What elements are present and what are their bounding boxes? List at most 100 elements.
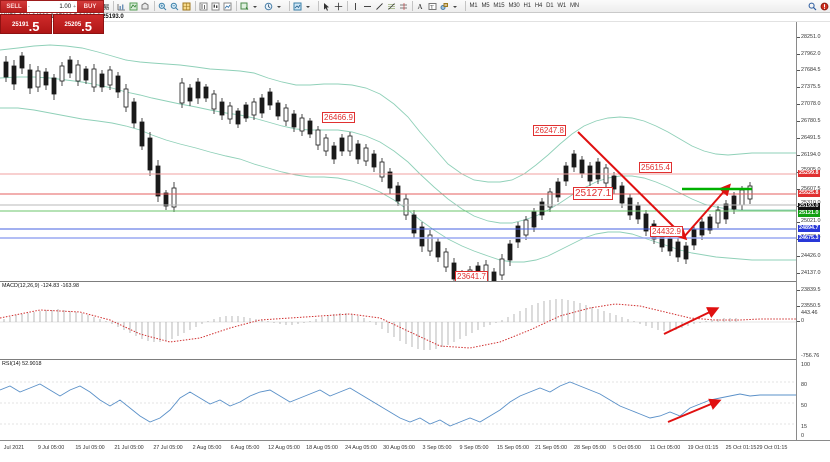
time-label-9: 24 Aug 05:00 (345, 445, 377, 451)
axis-tick-mark (797, 306, 800, 307)
shapes-dropdown-button[interactable] (451, 0, 463, 12)
clock-button[interactable] (263, 0, 275, 12)
chevron-down-icon (305, 2, 314, 11)
indicators-button[interactable] (116, 0, 128, 12)
macd-tick-neg756: -756.76 (801, 353, 820, 359)
axis-tick-mark (797, 222, 800, 223)
chevron-down-icon-1[interactable] (251, 0, 263, 12)
chart-mode-dropdown[interactable] (304, 0, 316, 12)
volume-increment-button[interactable]: + (73, 3, 76, 10)
axis-tick-mark (797, 121, 800, 122)
timeframe-m1[interactable]: M1 (469, 3, 478, 9)
trendline-tool-button[interactable] (374, 0, 386, 12)
axis-tick-mark (797, 321, 800, 322)
label-tool-button[interactable]: T (427, 0, 439, 12)
annotation-24432[interactable]: 24432.9 (650, 226, 683, 237)
time-label-12: 9 Sep 05:00 (459, 445, 489, 451)
line-chart-button[interactable] (222, 0, 234, 12)
price-pane[interactable]: 26466.9 23641.7 26247.8 25615.4 25127.1 … (0, 22, 796, 292)
annotation-26247[interactable]: 26247.8 (533, 125, 566, 136)
timeframe-d1[interactable]: D1 (546, 3, 554, 9)
grid-button[interactable] (181, 0, 193, 12)
bar-chart-button[interactable] (198, 0, 210, 12)
equidistant-tool-button[interactable] (398, 0, 410, 12)
time-label-5: 2 Aug 05:00 (192, 445, 222, 451)
time-label-0: Jul 2021 (3, 445, 25, 451)
toolbar-divider-3 (153, 1, 155, 11)
rsi-pane[interactable]: RSI(14) 52.9018 (0, 359, 796, 438)
timeframe-mn[interactable]: MN (569, 3, 579, 9)
shapes-tool-button[interactable] (439, 0, 451, 12)
timeframe-h1[interactable]: H1 (523, 3, 531, 9)
time-axis[interactable]: Jul 2021 9 Jul 05:00 15 Jul 05:00 21 Jul… (0, 440, 830, 462)
price-tick-27375: 27375.5 (801, 84, 821, 90)
drawn-trend-objects[interactable] (577, 131, 752, 241)
candle-chart-button[interactable] (210, 0, 222, 12)
vline-tool-button[interactable] (350, 0, 362, 12)
alert-button[interactable] (818, 0, 830, 12)
cursor-tool-button[interactable] (321, 0, 333, 12)
price-tick-27684: 27684.5 (801, 67, 821, 73)
timeframe-m15[interactable]: M15 (493, 3, 505, 9)
templates-icon (141, 1, 150, 11)
rsi-tick-80: 80 (801, 382, 807, 388)
timeframe-m30[interactable]: M30 (508, 3, 520, 9)
annotation-25127[interactable]: 25127.1 (573, 187, 614, 200)
price-tag-24894[interactable]: 24894.7 (798, 225, 820, 232)
price-tag-25525[interactable]: 25525.8 (798, 190, 820, 197)
search-button[interactable] (806, 0, 818, 12)
macd-up-arrow-group[interactable] (663, 307, 720, 335)
search-icon (808, 2, 817, 11)
one-click-trading-panel[interactable]: SELL - 1.00 + BUY 25191 .5 25205 .5 (0, 0, 104, 36)
volume-input[interactable]: 1.00 (59, 3, 72, 10)
annotation-26466[interactable]: 26466.9 (322, 112, 355, 123)
time-label-11: 3 Sep 05:00 (422, 445, 452, 451)
clock-icon (264, 2, 273, 11)
rsi-up-arrow-group[interactable] (667, 398, 722, 423)
templates-button[interactable] (140, 0, 152, 12)
hline-tool-button[interactable] (362, 0, 374, 12)
buy-button[interactable]: BUY (77, 1, 103, 12)
macd-tick-443: 443.46 (801, 310, 818, 316)
crosshair-icon (334, 2, 343, 11)
object-list-button[interactable] (128, 0, 140, 12)
properties-button[interactable] (239, 0, 251, 12)
timeframe-h4[interactable]: H4 (534, 3, 543, 9)
price-tag-25193-bid[interactable]: 25193.0 (798, 203, 820, 210)
macd-pane[interactable]: MACD(12,26,9) -124.83 -163.98 (0, 281, 796, 358)
time-label-19: 25 Oct 01:15 (725, 445, 757, 451)
timeframe-w1[interactable]: W1 (557, 3, 566, 9)
buy-price-integer: 25205 (64, 22, 82, 28)
sell-button[interactable]: SELL (1, 1, 27, 12)
crosshair-tool-button[interactable] (333, 0, 345, 12)
zoom-in-button[interactable] (157, 0, 169, 12)
rsi-tick-15: 15 (801, 424, 807, 430)
hline-icon (363, 2, 372, 11)
price-axis[interactable]: 28251.0 27962.0 27684.5 27375.5 27078.0 … (796, 22, 830, 440)
candle-chart-icon (211, 2, 220, 11)
buy-price-display[interactable]: 25205 .5 (52, 14, 104, 34)
order-controls-row[interactable]: SELL - 1.00 + BUY (0, 0, 104, 13)
timeframe-m5[interactable]: M5 (481, 3, 490, 9)
time-label-15: 28 Sep 05:00 (573, 445, 607, 451)
sell-price-display[interactable]: 25191 .5 (0, 14, 52, 34)
annotation-25615[interactable]: 25615.4 (639, 162, 672, 173)
chevron-down-icon (452, 2, 461, 11)
axis-tick-mark (797, 138, 800, 139)
volume-stepper[interactable]: - 1.00 + (27, 1, 77, 12)
indicators-icon (117, 2, 126, 11)
chart-mode-button[interactable] (292, 0, 304, 12)
price-tag-24675[interactable]: 24675.3 (798, 235, 820, 242)
text-tool-button[interactable]: A (415, 0, 427, 12)
price-tick-28251: 28251.0 (801, 34, 821, 40)
chart-area[interactable]: 26466.9 23641.7 26247.8 25615.4 25127.1 … (0, 22, 830, 462)
volume-decrement-button[interactable]: - (28, 3, 30, 10)
fibo-tool-button[interactable] (386, 0, 398, 12)
price-tag-25121[interactable]: 25121.0 (798, 210, 820, 217)
clock-dropdown-button[interactable] (275, 0, 287, 12)
zoom-out-button[interactable] (169, 0, 181, 12)
price-tag-25299[interactable]: 25299.8 (798, 170, 820, 177)
price-tick-23550: 23550.5 (801, 303, 821, 309)
time-label-18: 19 Oct 01:15 (687, 445, 719, 451)
rsi-chart-svg (0, 381, 796, 427)
